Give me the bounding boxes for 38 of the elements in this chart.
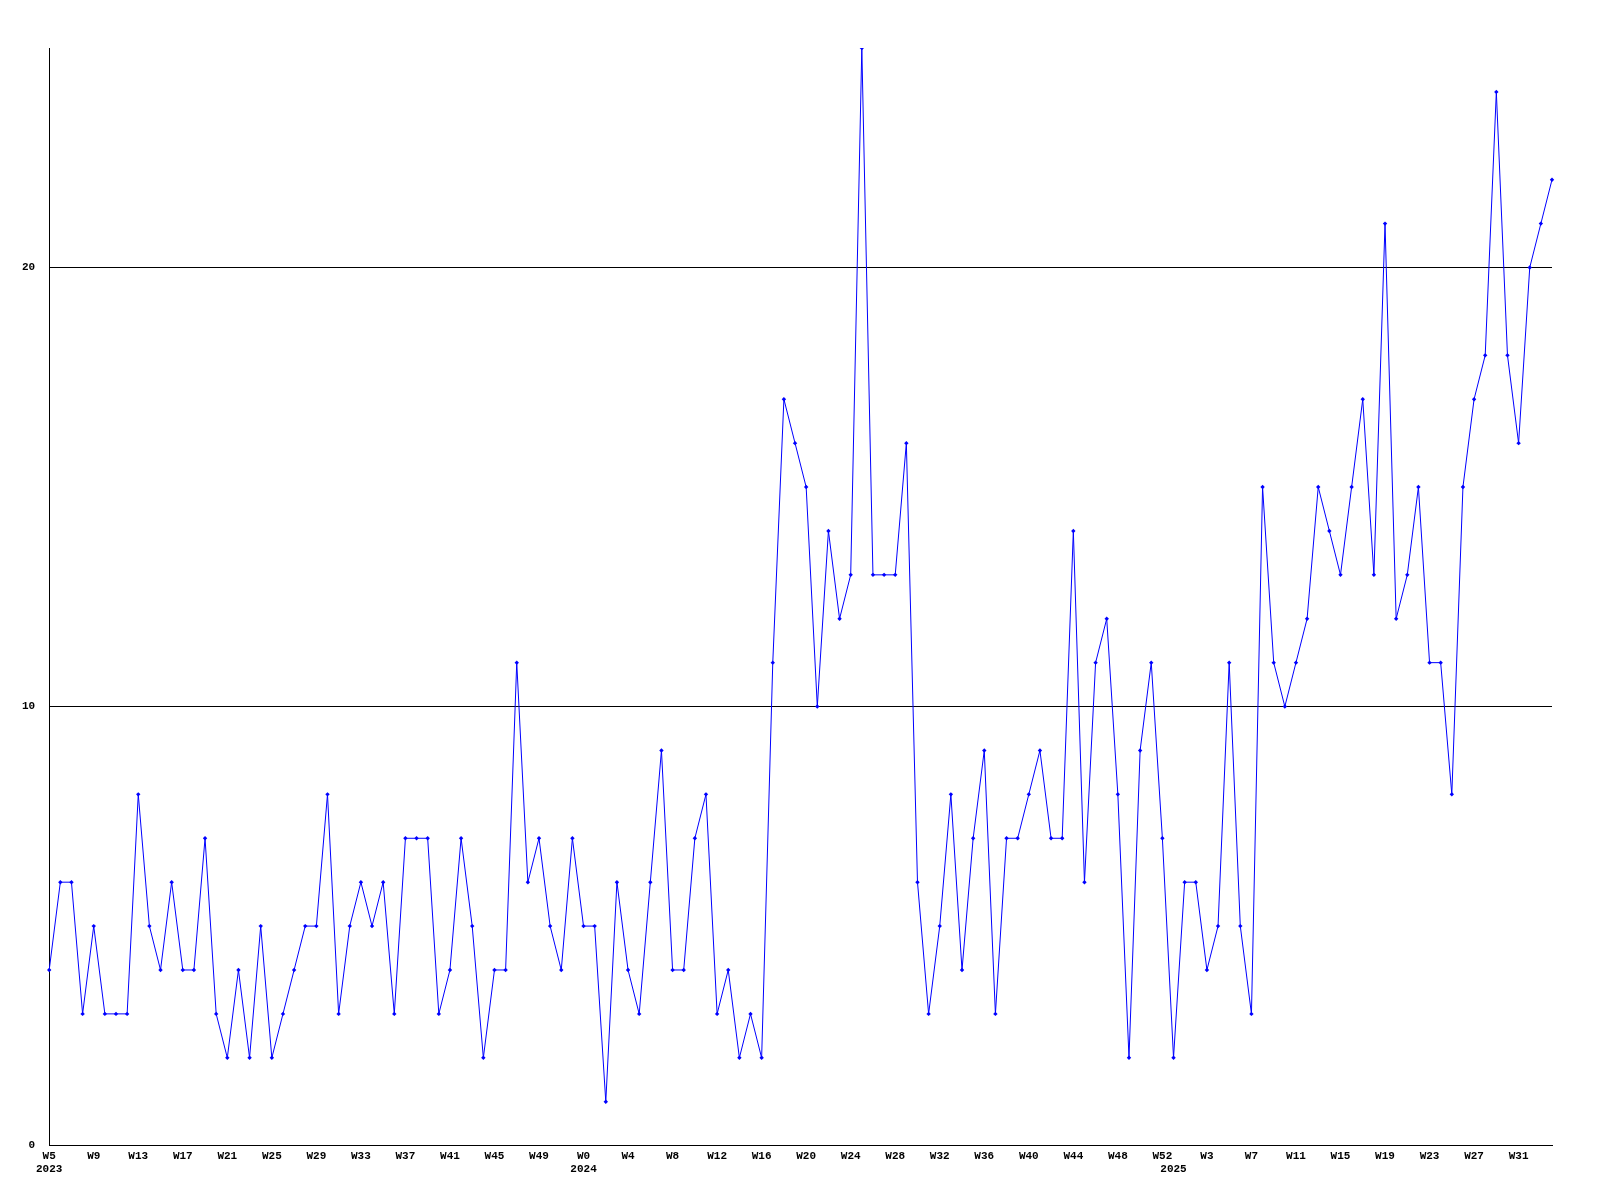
- x-tick-label: W40: [1018, 1149, 1039, 1162]
- x-tick-label: W36: [974, 1149, 995, 1162]
- x-tick-label: W27: [1464, 1149, 1484, 1162]
- x-tick-label: W16: [751, 1149, 772, 1162]
- x-tick-label: W23: [1419, 1149, 1440, 1162]
- x-tick-label: W9: [87, 1149, 101, 1162]
- x-tick-label: W15: [1330, 1149, 1351, 1162]
- x-tick-label: W0 2024: [570, 1149, 598, 1176]
- x-tick-label: W29: [306, 1149, 327, 1162]
- x-tick-label: W12: [707, 1149, 728, 1162]
- x-tick-label: W33: [350, 1149, 372, 1162]
- y-tick-label: 0: [28, 1139, 36, 1152]
- x-tick-label: W11: [1286, 1149, 1307, 1162]
- x-tick-label: W24: [840, 1149, 861, 1162]
- x-tick-label: W20: [796, 1149, 817, 1162]
- x-tick-label: W25: [261, 1149, 283, 1162]
- x-tick-label: W19: [1375, 1149, 1395, 1162]
- y-tick-label: 20: [22, 261, 36, 274]
- y-tick-label: 10: [22, 700, 36, 713]
- x-tick-label: W48: [1107, 1149, 1129, 1162]
- x-tick-label: W28: [885, 1149, 906, 1162]
- x-tick-label: W8: [665, 1149, 680, 1162]
- x-tick-label: W5 2023: [36, 1149, 63, 1176]
- x-tick-label: W13: [128, 1149, 149, 1162]
- x-tick-label: W4: [621, 1149, 636, 1162]
- x-tick-label: W31: [1508, 1149, 1529, 1162]
- x-tick-label: W52: [1152, 1149, 1173, 1162]
- x-tick-label: W44: [1063, 1149, 1084, 1162]
- x-tick-label: W41: [440, 1149, 461, 1162]
- x-tick-label: W37: [395, 1149, 416, 1162]
- x-tick-label: W21: [217, 1149, 238, 1162]
- x-tick-label: W49: [529, 1149, 549, 1162]
- x-tick-label: W45: [484, 1149, 505, 1162]
- x-tick-label: W17: [172, 1149, 193, 1162]
- x-tick-label: W32: [929, 1149, 950, 1162]
- x-tick-label: W7: [1244, 1149, 1259, 1162]
- x-tick-label: 2025: [1160, 1163, 1188, 1176]
- x-tick-label: W3: [1200, 1149, 1214, 1162]
